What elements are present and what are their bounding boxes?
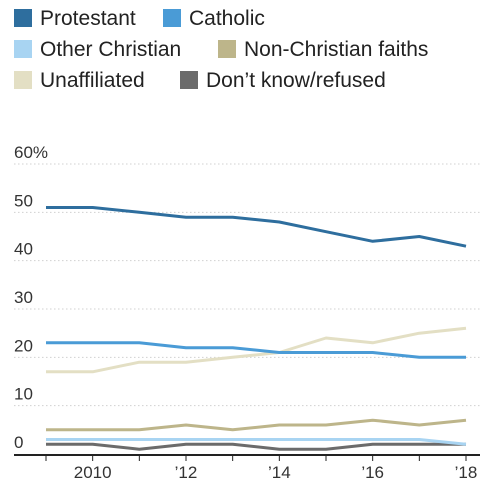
gridlines <box>14 163 480 407</box>
legend-swatch-other-christian <box>14 40 32 58</box>
series-line-protestant <box>46 206 467 248</box>
legend-swatch-unaffiliated <box>14 71 32 89</box>
legend-swatch-catholic <box>163 9 181 27</box>
x-tick-label-2010: 2010 <box>74 463 112 482</box>
y-tick-label-50: 50 <box>14 191 33 210</box>
legend-label-other-christian: Other Christian <box>40 38 181 61</box>
legend-item-other-christian: Other Christian <box>14 38 181 61</box>
legend-item-don-t-know-refused: Don’t know/refused <box>180 69 386 92</box>
y-tick-label-30: 30 <box>14 288 33 307</box>
legend-label-protestant: Protestant <box>40 7 136 30</box>
legend-label-don-t-know-refused: Don’t know/refused <box>206 69 386 92</box>
legend-item-protestant: Protestant <box>14 7 136 30</box>
y-axis-tick-labels: 0 10 20 30 40 50 60% <box>14 143 48 452</box>
y-tick-label-60: 60% <box>14 143 48 162</box>
legend-item-non-christian-faiths: Non-Christian faiths <box>218 38 428 61</box>
legend-item-unaffiliated: Unaffiliated <box>14 69 145 92</box>
y-tick-label-10: 10 <box>14 385 33 404</box>
legend-label-catholic: Catholic <box>189 7 265 30</box>
legend: Protestant Catholic Other Christian Non-Chr… <box>14 7 428 92</box>
series-line-non-christian-faiths <box>46 418 467 432</box>
x-tick-label-2018: ’18 <box>455 463 478 482</box>
legend-label-unaffiliated: Unaffiliated <box>40 69 145 92</box>
legend-label-non-christian-faiths: Non-Christian faiths <box>244 38 428 61</box>
x-axis: 2010 ’12 ’14 ’16 ’18 <box>14 454 480 482</box>
series-line-other-christian <box>46 438 467 446</box>
legend-swatch-don-t-know-refused <box>180 71 198 89</box>
series-lines <box>46 206 467 451</box>
y-tick-label-0: 0 <box>14 433 23 452</box>
x-tick-label-2012: ’12 <box>175 463 198 482</box>
x-tick-label-2014: ’14 <box>268 463 291 482</box>
series-line-catholic <box>46 341 466 359</box>
y-tick-label-20: 20 <box>14 336 33 355</box>
legend-swatch-non-christian-faiths <box>218 40 236 58</box>
legend-item-catholic: Catholic <box>163 7 265 30</box>
series-line-unaffiliated <box>46 326 467 374</box>
x-tick-label-2016: ’16 <box>361 463 384 482</box>
y-tick-label-40: 40 <box>14 240 33 259</box>
legend-swatch-protestant <box>14 9 32 27</box>
series-line-don-t-know-refused <box>46 442 466 451</box>
